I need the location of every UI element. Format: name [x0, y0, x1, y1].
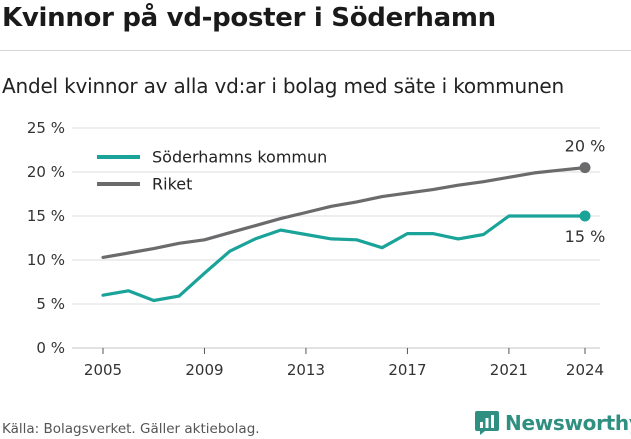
- legend-label: Riket: [152, 175, 192, 194]
- legend-label: Söderhamns kommun: [152, 148, 327, 167]
- source-note: Källa: Bolagsverket. Gäller aktiebolag.: [2, 421, 260, 437]
- chart-title: Kvinnor på vd-poster i Söderhamn: [2, 3, 496, 33]
- y-tick-label: 15 %: [27, 207, 65, 225]
- chart-subtitle: Andel kvinnor av alla vd:ar i bolag med …: [2, 74, 564, 98]
- end-label-riket: 20 %: [565, 137, 606, 156]
- y-tick-label: 10 %: [27, 251, 65, 269]
- end-label-soderhamn: 15 %: [565, 227, 606, 246]
- x-tick-label: 2013: [287, 361, 325, 379]
- y-tick-label: 20 %: [27, 163, 65, 181]
- brand-logo: Newsworthy: [474, 408, 631, 438]
- brand-name: Newsworthy: [505, 411, 631, 435]
- series-lines: [101, 166, 587, 303]
- x-axis-ticks: 2005 2009 2013 2017 2021 2024: [84, 348, 604, 379]
- end-point-soderhamn: [579, 210, 591, 222]
- end-point-riket: [579, 162, 591, 174]
- y-tick-label: 5 %: [36, 295, 65, 313]
- x-tick-label: 2024: [566, 361, 604, 379]
- title-divider: [0, 50, 631, 51]
- legend: Söderhamns kommun Riket: [97, 148, 327, 194]
- x-tick-label: 2017: [388, 361, 426, 379]
- x-tick-label: 2009: [185, 361, 223, 379]
- series-line-riket: [101, 166, 587, 259]
- y-tick-label: 25 %: [27, 119, 65, 137]
- y-axis-ticks: 0 % 5 % 10 % 15 % 20 % 25 %: [27, 119, 65, 357]
- newsworthy-logo-icon: [475, 411, 499, 435]
- x-tick-label: 2005: [84, 361, 122, 379]
- end-markers: 20 % 15 %: [565, 137, 606, 246]
- x-tick-label: 2021: [490, 361, 528, 379]
- series-line-soderhamn: [101, 214, 587, 303]
- y-tick-label: 0 %: [36, 339, 65, 357]
